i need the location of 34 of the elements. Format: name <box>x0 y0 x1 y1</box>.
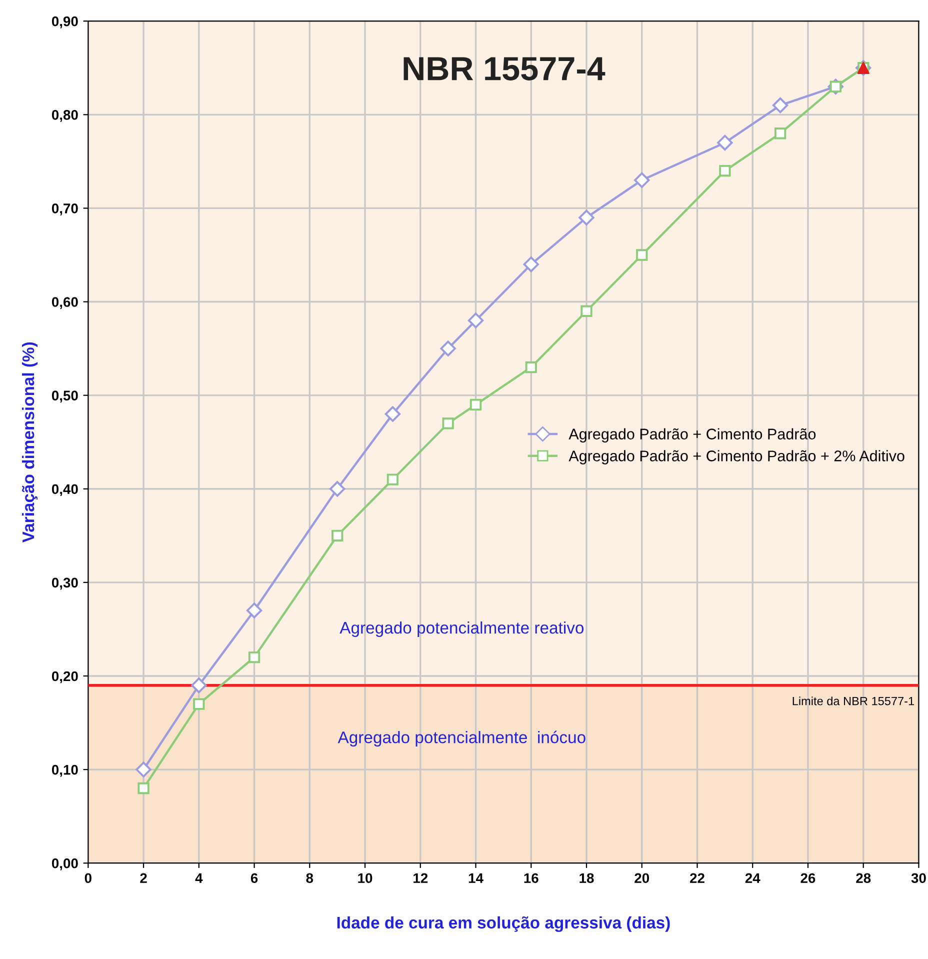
x-tick-label: 24 <box>745 873 760 883</box>
y-tick-label: 0,10 <box>52 764 78 777</box>
legend-label: Agregado Padrão + Cimento Padrão <box>568 428 816 442</box>
band-label: Agregado potencialmente inócuo <box>338 730 586 747</box>
x-tick-label: 4 <box>195 873 203 883</box>
x-tick-label: 22 <box>690 873 704 883</box>
x-tick-label: 28 <box>856 873 871 884</box>
x-tick-label: 8 <box>306 873 314 884</box>
x-tick-label: 26 <box>800 873 816 884</box>
y-tick-label: 0,20 <box>52 671 78 684</box>
y-tick-label: 0,50 <box>52 390 78 403</box>
y-tick-label: 0,30 <box>52 578 78 590</box>
x-tick-label: 20 <box>634 873 650 884</box>
legend-label: Agregado Padrão + Cimento Padrão + 2% Aditivo <box>568 450 904 464</box>
y-axis-title: Variação dimensional (%) <box>22 342 38 542</box>
x-tick-label: 6 <box>250 873 258 884</box>
text: NBR 15577-4 <box>404 57 606 80</box>
x-tick-label: 12 <box>414 873 428 883</box>
x-axis-title: Idade de cura em solução agressiva (dias) <box>337 916 670 932</box>
ref-line-label: Limite da NBR 15577-1 <box>792 696 914 706</box>
x-tick-label: 14 <box>468 873 484 883</box>
y-tick-label: 0,00 <box>52 858 78 870</box>
x-tick-label: 0 <box>84 873 92 884</box>
band-label: Agregado potencialmente reativo <box>340 621 584 637</box>
x-tick-label: 30 <box>911 873 926 884</box>
x-tick-label: 2 <box>140 873 147 883</box>
x-tick-label: 10 <box>358 873 372 884</box>
y-tick-label: 0,60 <box>52 297 78 309</box>
y-tick-label: 0,80 <box>52 110 78 122</box>
x-tick-label: 16 <box>524 873 538 884</box>
y-tick-label: 0,90 <box>52 16 78 28</box>
y-tick-label: 0,70 <box>52 204 78 216</box>
y-tick-label: 0,40 <box>52 484 78 496</box>
x-tick-label: 18 <box>580 873 594 884</box>
